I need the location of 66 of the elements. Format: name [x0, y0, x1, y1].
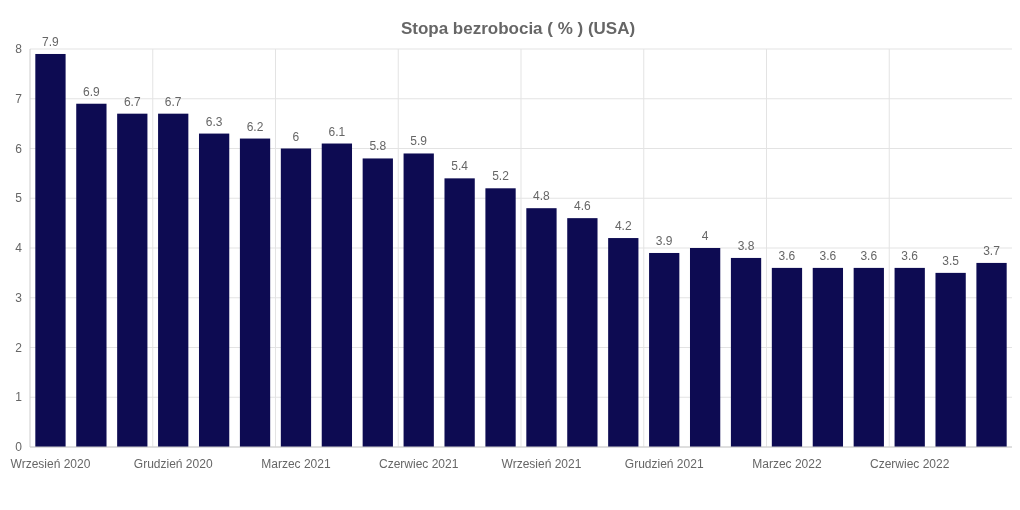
x-tick-label: Marzec 2021: [261, 457, 331, 471]
data-label: 4.6: [574, 199, 592, 214]
data-label: 3.6: [860, 248, 878, 263]
bar: [444, 178, 475, 447]
bar: [35, 53, 66, 447]
bar: [649, 252, 680, 447]
bar: [198, 133, 230, 447]
data-label: 3.8: [737, 238, 755, 253]
x-tick-label: Czerwiec 2022: [870, 457, 950, 471]
data-label: 6.7: [164, 94, 182, 109]
y-tick-label: 1: [15, 390, 23, 405]
data-label: 5.4: [451, 159, 469, 174]
y-tick-label: 5: [15, 191, 23, 206]
data-label: 6.9: [83, 84, 101, 99]
data-label: 3.6: [778, 248, 796, 263]
data-label: 7.9: [42, 34, 60, 49]
x-tick-label: Wrzesień 2020: [10, 457, 91, 471]
bar: [812, 267, 844, 447]
bar: [935, 272, 966, 447]
x-tick-label: Grudzień 2020: [133, 457, 213, 471]
bar: [608, 238, 639, 447]
bar: [76, 103, 107, 447]
data-label: 3.6: [819, 248, 837, 263]
y-tick-label: 3: [15, 290, 23, 305]
bar: [894, 267, 925, 447]
bar: [853, 267, 884, 447]
data-label: 4.8: [533, 189, 551, 204]
bar: [526, 208, 557, 447]
bar: [485, 188, 516, 447]
y-tick-label: 7: [15, 91, 23, 106]
y-tick-label: 2: [15, 340, 23, 355]
bar: [689, 248, 721, 447]
data-label: 5.2: [492, 169, 510, 184]
y-tick-label: 8: [15, 42, 23, 57]
bar: [362, 158, 393, 447]
y-tick-label: 4: [15, 241, 23, 256]
data-label: 4.2: [614, 219, 632, 234]
bar: [239, 138, 271, 447]
data-label: 6.7: [123, 94, 141, 109]
y-tick-label: 6: [15, 141, 23, 156]
data-label: 5.9: [410, 134, 428, 149]
bar: [117, 113, 148, 447]
bar: [158, 113, 189, 447]
bar: [403, 153, 434, 447]
data-label: 6.3: [205, 114, 223, 129]
chart-title: Stopa bezrobocia ( % ) (USA): [400, 19, 636, 38]
bar: [567, 218, 598, 447]
data-label: 6.1: [328, 124, 346, 139]
data-label: 3.5: [942, 253, 960, 268]
x-tick-label: Marzec 2022: [752, 457, 822, 471]
data-label: 3.6: [901, 248, 919, 263]
bar: [771, 267, 803, 447]
data-label: 6: [292, 129, 300, 144]
bar: [280, 148, 312, 447]
y-tick-label: 0: [15, 440, 23, 455]
x-tick-label: Wrzesień 2021: [501, 457, 582, 471]
data-label: 3.7: [983, 243, 1001, 258]
bar: [321, 143, 353, 447]
bar: [976, 262, 1007, 447]
data-label: 3.9: [655, 233, 673, 248]
data-label: 5.8: [369, 139, 387, 154]
x-tick-label: Grudzień 2021: [624, 457, 704, 471]
bar: [730, 257, 762, 447]
data-label: 4: [701, 229, 709, 243]
data-label: 6.2: [246, 119, 264, 134]
x-tick-label: Czerwiec 2021: [379, 457, 459, 471]
